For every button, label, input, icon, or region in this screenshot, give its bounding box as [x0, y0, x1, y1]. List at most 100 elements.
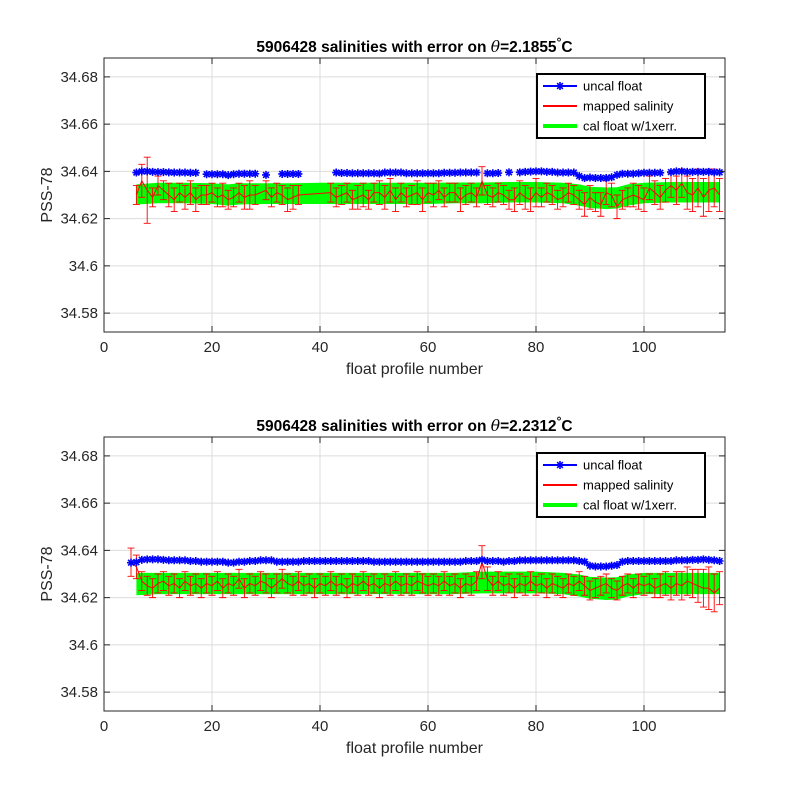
uncal-float-point [694, 555, 702, 564]
uncal-float-point [640, 557, 648, 566]
uncal-float-point [645, 557, 654, 566]
uncal-float-point [596, 562, 605, 571]
uncal-float-point [429, 557, 438, 566]
uncal-float-point [262, 556, 270, 565]
uncal-float-point [299, 557, 308, 566]
uncal-float-point [348, 169, 357, 178]
uncal-float-point [170, 556, 179, 565]
uncal-float-point [267, 556, 276, 565]
x-tick-label: 20 [204, 718, 221, 735]
uncal-float-point [580, 557, 589, 566]
uncal-float-point [235, 557, 243, 566]
y-axis-label: PSS-78 [39, 546, 56, 601]
y-tick-label: 34.62 [60, 211, 98, 228]
uncal-float-point [343, 169, 351, 178]
uncal-float-point [618, 169, 627, 178]
uncal-float-point [505, 557, 513, 566]
uncal-float-point [272, 557, 281, 566]
chart-title-prefix: 5906428 salinities with error on [256, 39, 490, 56]
uncal-float-point [607, 561, 616, 570]
uncal-float-point [650, 557, 659, 566]
chart-title-prefix: 5906428 salinities with error on [256, 418, 490, 435]
uncal-float-point [564, 168, 573, 177]
uncal-float-point [688, 555, 697, 564]
uncal-float-point [170, 168, 179, 177]
uncal-float-point [240, 169, 249, 178]
uncal-float-point [451, 557, 459, 566]
uncal-float-point [364, 557, 373, 566]
uncal-float-point [613, 561, 621, 570]
uncal-float-point [278, 169, 287, 178]
legend-label: uncal float [583, 458, 643, 473]
uncal-float-point [353, 169, 362, 178]
uncal-float-point [413, 557, 422, 566]
uncal-float-point [580, 173, 589, 182]
x-tick-label: 80 [528, 339, 545, 356]
uncal-float-point [672, 167, 681, 176]
uncal-float-point [191, 168, 200, 177]
uncal-float-point [326, 557, 335, 566]
uncal-float-point [553, 556, 562, 565]
uncal-float-point [445, 168, 454, 177]
uncal-float-point [202, 557, 211, 566]
uncal-float-point [650, 168, 659, 177]
uncal-float-point [337, 557, 346, 566]
uncal-float-point [402, 557, 411, 566]
uncal-float-point [424, 169, 432, 178]
uncal-float-point [602, 562, 611, 571]
y-tick-label: 34.64 [60, 542, 98, 559]
uncal-float-point [634, 557, 643, 566]
x-tick-label: 60 [420, 718, 437, 735]
uncal-float-point [202, 170, 211, 179]
uncal-float-point [715, 168, 724, 177]
chart-panel-1: 0 20 40 60 80 100 34.58 34.6 34.62 34.64 34.66 34.6… [39, 35, 726, 378]
uncal-float-point [213, 557, 222, 566]
uncal-float-point [434, 557, 443, 566]
uncal-float-point [143, 167, 152, 176]
uncal-float-point [456, 168, 465, 177]
uncal-float-point [515, 556, 524, 565]
uncal-float-point [710, 556, 719, 565]
y-tick-label: 34.6 [69, 637, 98, 654]
x-tick-label: 100 [631, 718, 656, 735]
uncal-float-point [472, 168, 481, 177]
uncal-float-point [699, 555, 708, 564]
uncal-float-point [294, 169, 303, 178]
uncal-float-point [510, 557, 519, 566]
y-tick-label: 34.58 [60, 684, 98, 701]
uncal-float-point [699, 167, 708, 176]
uncal-float-point [424, 557, 432, 566]
uncal-float-point [262, 170, 270, 179]
x-tick-label: 40 [312, 718, 329, 735]
uncal-float-point [715, 557, 724, 566]
uncal-float-point [526, 556, 535, 565]
uncal-float-point [542, 556, 551, 565]
uncal-float-point [569, 168, 578, 177]
uncal-float-point [613, 170, 621, 179]
uncal-float-point [208, 557, 216, 566]
legend-entry: uncal float [543, 79, 643, 94]
uncal-float-point [434, 169, 443, 178]
uncal-float-point [321, 557, 330, 566]
uncal-float-point [618, 557, 627, 566]
uncal-float-point [251, 169, 260, 178]
series-group [127, 545, 724, 613]
x-tick-label: 0 [100, 718, 108, 735]
legend: uncal float mapped salinity cal float w/1x… [536, 452, 706, 518]
uncal-float-point [380, 557, 389, 566]
uncal-float-point [343, 557, 351, 566]
uncal-float-point [623, 557, 632, 566]
uncal-float-point [229, 558, 238, 567]
uncal-float-point [289, 169, 297, 178]
uncal-float-point [607, 173, 616, 182]
uncal-float-point [407, 557, 416, 566]
uncal-float-point [181, 556, 189, 565]
uncal-float-point [402, 169, 411, 178]
uncal-float-point [127, 558, 135, 567]
uncal-float-point [586, 173, 594, 182]
uncal-float-point [235, 169, 243, 178]
x-tick-label: 40 [312, 339, 329, 356]
uncal-float-point [132, 168, 141, 177]
uncal-float-point [677, 556, 686, 565]
